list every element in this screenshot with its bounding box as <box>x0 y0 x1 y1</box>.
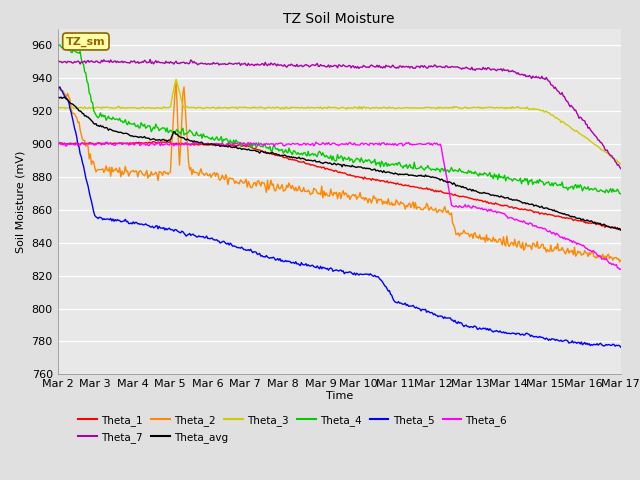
Text: TZ_sm: TZ_sm <box>66 36 106 47</box>
Y-axis label: Soil Moisture (mV): Soil Moisture (mV) <box>16 150 26 253</box>
X-axis label: Time: Time <box>326 391 353 401</box>
Title: TZ Soil Moisture: TZ Soil Moisture <box>284 12 395 26</box>
Legend: Theta_7, Theta_avg: Theta_7, Theta_avg <box>74 428 232 447</box>
